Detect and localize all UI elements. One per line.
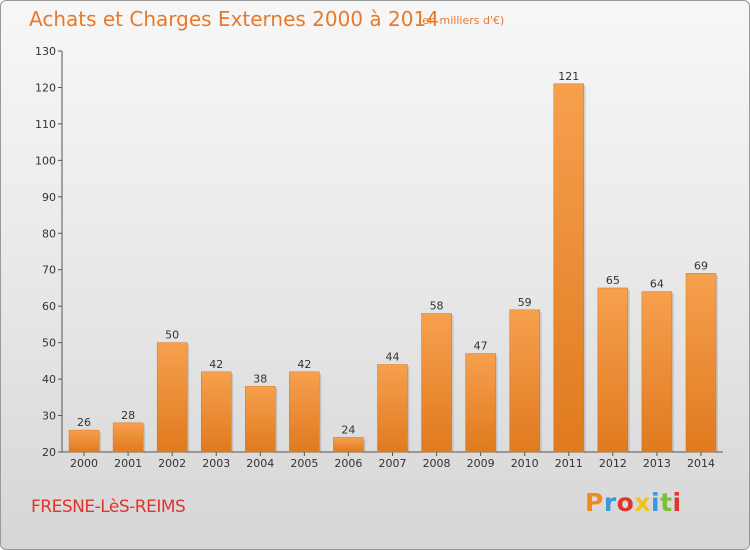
bar	[377, 364, 408, 453]
x-tick-label: 2010	[511, 457, 539, 470]
logo-letter: x	[634, 488, 651, 517]
y-tick-label: 110	[35, 118, 56, 131]
logo-letter: r	[603, 488, 617, 517]
y-tick-label: 60	[42, 300, 56, 313]
x-tick-label: 2001	[114, 457, 142, 470]
bar	[685, 273, 717, 453]
bar-value-label: 69	[694, 259, 708, 272]
x-tick-label: 2007	[379, 457, 407, 470]
bar	[465, 353, 496, 453]
logo-letter: i	[672, 488, 682, 517]
proxiti-logo: Proxiti	[585, 488, 682, 517]
x-tick-label: 2014	[687, 457, 715, 470]
logo-letter: o	[616, 488, 635, 517]
bar-value-label: 28	[121, 409, 135, 422]
bar	[68, 429, 100, 453]
x-tick-label: 2006	[334, 457, 362, 470]
x-tick-label: 2002	[158, 457, 186, 470]
bar-value-label: 42	[297, 358, 311, 371]
x-tick-label: 2005	[290, 457, 318, 470]
bar-value-label: 44	[386, 351, 400, 364]
x-tick-label: 2012	[599, 457, 627, 470]
bar	[156, 342, 188, 453]
chart-title: Achats et Charges Externes 2000 à 2014	[29, 7, 439, 31]
bar-value-label: 24	[341, 423, 355, 436]
x-tick-label: 2009	[467, 457, 495, 470]
bar-value-label: 38	[253, 372, 267, 385]
x-tick-label: 2000	[70, 457, 98, 470]
commune-name: FRESNE-LèS-REIMS	[31, 497, 186, 517]
x-tick-label: 2011	[555, 457, 583, 470]
logo-letter: P	[585, 488, 604, 517]
x-tick-label: 2003	[202, 457, 230, 470]
bar	[421, 313, 452, 453]
bar-value-label: 58	[430, 299, 444, 312]
x-tick-label: 2013	[643, 457, 671, 470]
y-tick-label: 70	[42, 264, 56, 277]
x-tick-label: 2008	[423, 457, 451, 470]
logo-letter: i	[651, 488, 661, 517]
bar-value-label: 64	[650, 278, 664, 291]
y-tick-label: 100	[35, 154, 56, 167]
x-tick-label: 2004	[246, 457, 274, 470]
bar	[245, 386, 276, 453]
bar	[289, 371, 320, 453]
bar-value-label: 42	[209, 358, 223, 371]
bar-value-label: 47	[474, 340, 488, 353]
y-tick-label: 90	[42, 191, 56, 204]
bar-value-label: 59	[518, 296, 532, 309]
bar	[200, 371, 232, 453]
bar	[641, 291, 673, 453]
bar-value-label: 26	[77, 416, 91, 429]
chart-subtitle: (en milliers d'€)	[418, 14, 505, 27]
bar	[509, 309, 540, 453]
bar	[333, 437, 364, 453]
bar-value-label: 121	[558, 70, 579, 83]
bar	[597, 287, 629, 453]
y-tick-label: 120	[35, 81, 56, 94]
y-tick-label: 20	[42, 446, 56, 459]
y-tick-label: 50	[42, 337, 56, 350]
y-tick-label: 80	[42, 227, 56, 240]
bar-value-label: 50	[165, 329, 179, 342]
bar	[112, 422, 144, 453]
y-tick-label: 40	[42, 373, 56, 386]
y-tick-label: 130	[35, 45, 56, 58]
logo-letter: t	[660, 488, 673, 517]
bar-value-label: 65	[606, 274, 620, 287]
bar	[553, 83, 585, 453]
y-tick-label: 30	[42, 410, 56, 423]
